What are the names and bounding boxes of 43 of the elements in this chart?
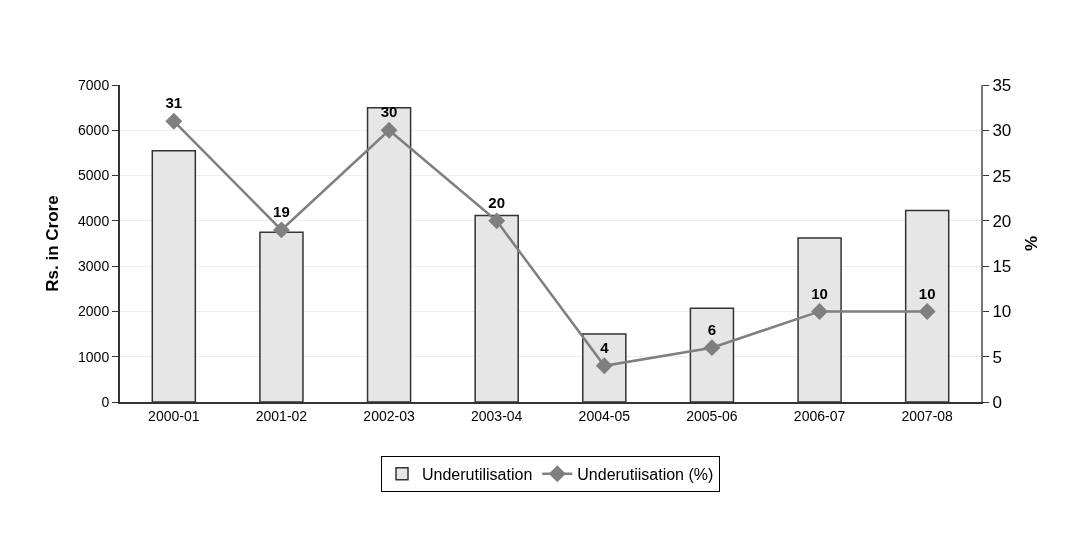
y2-tick-label: 30 xyxy=(992,121,1012,141)
y2-axis-title: % xyxy=(1022,235,1042,252)
data-label: 30 xyxy=(380,103,398,121)
x-tick-label: 2002-03 xyxy=(363,407,415,424)
y-tick-label: 3000 xyxy=(78,258,110,275)
x-tick-label: 2003-04 xyxy=(470,407,523,424)
y2-tick-label: 10 xyxy=(992,302,1012,322)
data-label: 31 xyxy=(165,94,183,112)
data-label: 20 xyxy=(488,193,506,211)
data-label: 10 xyxy=(918,284,936,302)
y-tick-label: 4000 xyxy=(78,212,110,229)
x-tick-label: 2000-01 xyxy=(148,407,200,424)
y-tick-label: 0 xyxy=(101,393,110,410)
data-label: 19 xyxy=(273,203,290,221)
y2-tick-label: 25 xyxy=(992,166,1012,186)
point xyxy=(918,302,936,320)
x-tick-label: 2004-05 xyxy=(578,407,631,424)
point xyxy=(165,112,183,130)
point xyxy=(380,121,398,139)
data-label: 10 xyxy=(811,284,828,302)
y-axis-title: Rs. in Crore xyxy=(43,195,63,292)
y2-tick-label: 15 xyxy=(992,257,1012,277)
y-tick-label: 1000 xyxy=(78,348,110,365)
x-tick-label: 2006-07 xyxy=(793,407,846,424)
point xyxy=(272,221,290,239)
legend-label: Underutiisation (%) xyxy=(577,466,714,484)
data-label: 6 xyxy=(707,320,717,338)
y-tick-label: 5000 xyxy=(78,167,110,184)
y2-tick-label: 0 xyxy=(992,392,1002,412)
legend-label: Underutilisation xyxy=(422,466,533,484)
data-label: 4 xyxy=(600,338,610,356)
point xyxy=(703,339,721,357)
y-tick-label: 6000 xyxy=(78,122,110,139)
y2-tick-label: 5 xyxy=(992,347,1002,367)
y-tick-label: 2000 xyxy=(78,303,110,320)
x-tick-label: 2007-08 xyxy=(901,407,954,424)
x-tick-label: 2001-02 xyxy=(255,407,308,424)
y2-tick-label: 20 xyxy=(992,211,1012,231)
y-tick-label: 7000 xyxy=(78,76,110,93)
point xyxy=(811,302,829,320)
y2-tick-label: 35 xyxy=(992,75,1012,95)
point xyxy=(488,212,506,230)
x-tick-label: 2005-06 xyxy=(686,407,738,424)
